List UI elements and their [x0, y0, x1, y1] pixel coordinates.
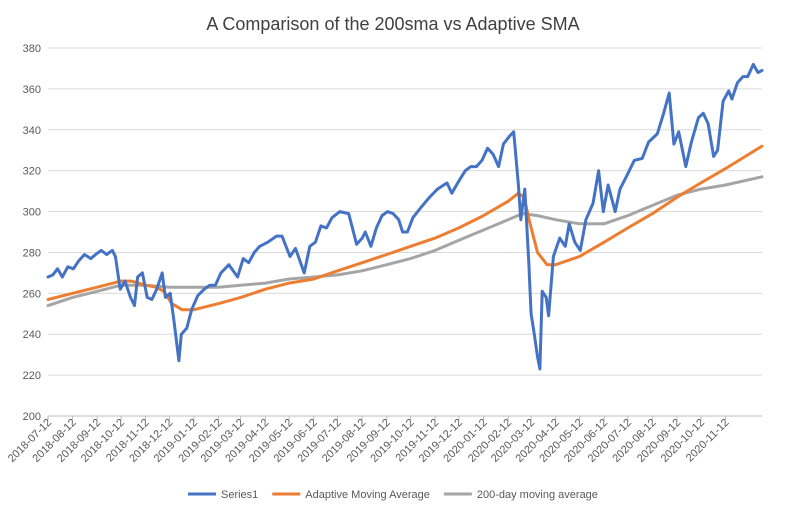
y-tick-label: 360: [23, 84, 41, 96]
gridlines: [48, 47, 762, 417]
series-line: [46, 175, 764, 308]
y-tick-label: 280: [23, 247, 41, 259]
series-lines: [46, 62, 764, 371]
y-tick-label: 200: [23, 411, 41, 423]
y-tick-label: 340: [23, 125, 41, 137]
y-tick-label: 320: [23, 166, 41, 178]
legend-label: Adaptive Moving Average: [305, 489, 430, 501]
y-tick-label: 240: [23, 329, 41, 341]
y-tick-label: 380: [23, 43, 41, 55]
y-axis: 200 220 240 260 280 300 320 340 360 380: [23, 43, 41, 423]
y-tick-label: 260: [23, 288, 41, 300]
legend-label: 200-day moving average: [477, 489, 598, 501]
series-line: [46, 62, 764, 371]
chart-title: A Comparison of the 200sma vs Adaptive S…: [206, 14, 579, 34]
y-tick-label: 220: [23, 370, 41, 382]
legend-label: Series1: [221, 489, 258, 501]
y-tick-label: 300: [23, 207, 41, 219]
legend: Series1 Adaptive Moving Average 200-day mo…: [188, 489, 598, 501]
